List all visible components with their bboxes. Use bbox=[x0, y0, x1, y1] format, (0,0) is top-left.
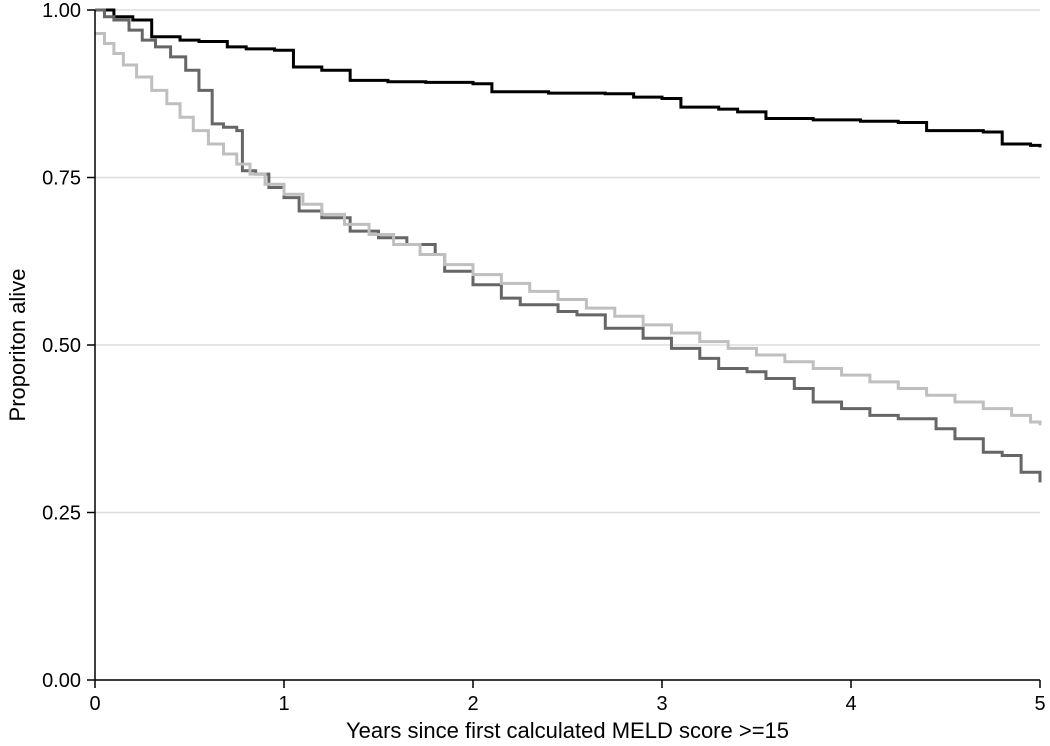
y-tick-label: 1.00 bbox=[42, 0, 81, 22]
x-tick-label: 3 bbox=[656, 693, 667, 715]
y-tick-label: 0.50 bbox=[42, 335, 81, 357]
survival-chart: 0 1 2 3 4 5 0.00 0.25 0.50 0.75 1.00 Years since fi… bbox=[0, 0, 1050, 746]
chart-svg: 0 1 2 3 4 5 0.00 0.25 0.50 0.75 1.00 Years since fi… bbox=[0, 0, 1050, 746]
x-tick-label: 5 bbox=[1034, 693, 1045, 715]
x-tick-label: 1 bbox=[278, 693, 289, 715]
y-tick-label: 0.75 bbox=[42, 168, 81, 190]
chart-bg bbox=[0, 0, 1050, 746]
x-tick-label: 0 bbox=[89, 693, 100, 715]
y-tick-label: 0.00 bbox=[42, 670, 81, 692]
y-axis-label: Proporiton alive bbox=[5, 269, 30, 422]
y-tick-label: 0.25 bbox=[42, 503, 81, 525]
x-tick-label: 4 bbox=[845, 693, 856, 715]
x-tick-label: 2 bbox=[467, 693, 478, 715]
x-axis-label: Years since first calculated MELD score … bbox=[346, 718, 789, 743]
